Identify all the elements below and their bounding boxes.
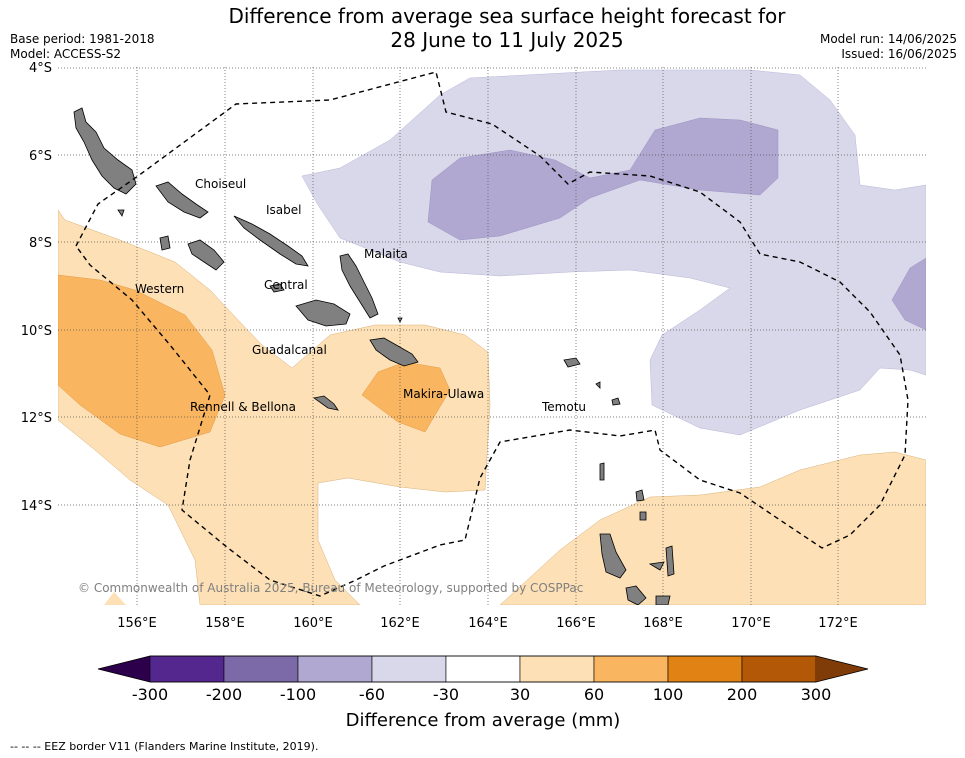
region-label-rennell-bellona: Rennell & Bellona <box>190 400 296 414</box>
contour-60-100-west <box>58 274 226 448</box>
colorbar-tick: -30 <box>433 685 459 704</box>
lon-label: 164°E <box>468 616 508 631</box>
island-vanuatu-4 <box>625 585 647 605</box>
colorbar-tick: 300 <box>801 685 832 704</box>
lon-label: 170°E <box>731 616 771 631</box>
island-rennell <box>313 395 339 411</box>
colorbar-box <box>297 655 373 683</box>
island-shortland <box>117 209 125 217</box>
island-banks <box>635 489 645 502</box>
region-label-malaita: Malaita <box>364 247 408 261</box>
colorbar-box <box>371 655 447 683</box>
contour-60-100-makira <box>361 361 451 433</box>
colorbar-label: Difference from average (mm) <box>346 710 621 731</box>
colorbar-tick: -200 <box>206 685 242 704</box>
title-line-2: 28 June to 11 July 2025 <box>390 28 624 52</box>
lat-label: 8°S <box>29 236 52 251</box>
colorbar: -300 -200 -100 -60 -30 30 60 100 200 300… <box>97 655 869 731</box>
title-line-1: Difference from average sea surface heig… <box>228 4 786 28</box>
island-bougainville <box>73 107 137 195</box>
region-label-isabel: Isabel <box>266 203 301 217</box>
island-vanuatu-5 <box>655 595 671 605</box>
lat-label: 4°S <box>29 61 52 76</box>
colorbar-box <box>149 655 225 683</box>
eez-border <box>75 71 909 597</box>
copyright-notice: © Commonwealth of Australia 2025, Bureau… <box>78 581 583 595</box>
model-run: Model run: 14/06/2025 <box>819 32 957 46</box>
region-label-central: Central <box>264 278 308 292</box>
island-central <box>269 283 285 293</box>
island-makira <box>369 337 419 367</box>
colorbar-tick: 30 <box>510 685 530 704</box>
eez-legend-note: -- -- -- EEZ border V11 (Flanders Marine… <box>10 740 319 753</box>
base-period: Base period: 1981-2018 <box>10 32 155 46</box>
region-label-choiseul: Choiseul <box>195 177 246 191</box>
colorbar-box <box>593 655 669 683</box>
lon-label: 166°E <box>556 616 596 631</box>
colorbar-ticks: -300 -200 -100 -60 -30 30 60 100 200 300 <box>132 685 831 704</box>
island-guadalcanal <box>295 299 351 327</box>
model-name: Model: ACCESS-S2 <box>10 47 122 61</box>
island-vanuatu-1 <box>639 511 647 521</box>
island-torres <box>599 462 605 481</box>
colorbar-tick: 60 <box>584 685 604 704</box>
island-vanikoro <box>611 397 621 406</box>
lon-label: 158°E <box>205 616 245 631</box>
island-isabel <box>233 215 309 267</box>
lat-label: 14°S <box>21 499 52 514</box>
colorbar-box <box>519 655 595 683</box>
region-label-makira-ulawa: Makira-Ulawa <box>403 387 484 401</box>
colorbar-box <box>445 655 521 683</box>
island-santa-cruz <box>563 357 581 368</box>
islands <box>73 107 675 605</box>
island-espiritu-santo <box>599 533 627 579</box>
meta-right: Model run: 14/06/2025 Issued: 16/06/2025 <box>820 32 957 62</box>
colorbar-box <box>741 655 817 683</box>
island-vella <box>159 235 171 251</box>
contour-30-60-small <box>104 592 126 605</box>
colorbar-tick: -100 <box>280 685 316 704</box>
region-label-temotu: Temotu <box>541 400 586 414</box>
colorbar-tick: 100 <box>653 685 684 704</box>
contour-neg60-neg100-north <box>427 117 779 241</box>
chart-title: Difference from average sea surface heig… <box>0 4 965 52</box>
lon-label: 160°E <box>293 616 333 631</box>
lon-label: 162°E <box>380 616 420 631</box>
colorbar-box <box>223 655 299 683</box>
lon-label: 156°E <box>117 616 157 631</box>
island-utupua <box>595 381 601 389</box>
lat-label: 6°S <box>29 149 52 164</box>
island-new-georgia <box>187 239 225 271</box>
lat-label: 10°S <box>21 324 52 339</box>
lon-label: 172°E <box>818 616 858 631</box>
lat-label: 12°S <box>21 411 52 426</box>
island-choiseul <box>155 181 209 219</box>
island-malaita <box>339 253 379 319</box>
contour-neg60-neg100-east <box>891 257 926 331</box>
contour-neg30-neg60-small <box>726 389 736 396</box>
lon-label: 168°E <box>643 616 683 631</box>
colorbar-extend-high <box>816 656 868 682</box>
region-label-western: Western <box>135 282 184 296</box>
region-label-guadalcanal: Guadalcanal <box>252 343 327 357</box>
map-panel: Choiseul Isabel Malaita Western Central … <box>58 67 926 605</box>
island-vanuatu-3 <box>665 545 675 577</box>
island-ontong <box>397 317 403 323</box>
colorbar-tick: 200 <box>727 685 758 704</box>
colorbar-tick: -60 <box>359 685 385 704</box>
colorbar-box <box>667 655 743 683</box>
colorbar-tick: -300 <box>132 685 168 704</box>
issued-date: Issued: 16/06/2025 <box>841 47 957 61</box>
colorbar-outline <box>97 655 869 683</box>
colorbar-boxes <box>149 655 817 683</box>
island-vanuatu-2 <box>648 561 665 571</box>
colorbar-extend-low <box>98 656 150 682</box>
meta-left: Base period: 1981-2018 Model: ACCESS-S2 <box>10 32 155 62</box>
